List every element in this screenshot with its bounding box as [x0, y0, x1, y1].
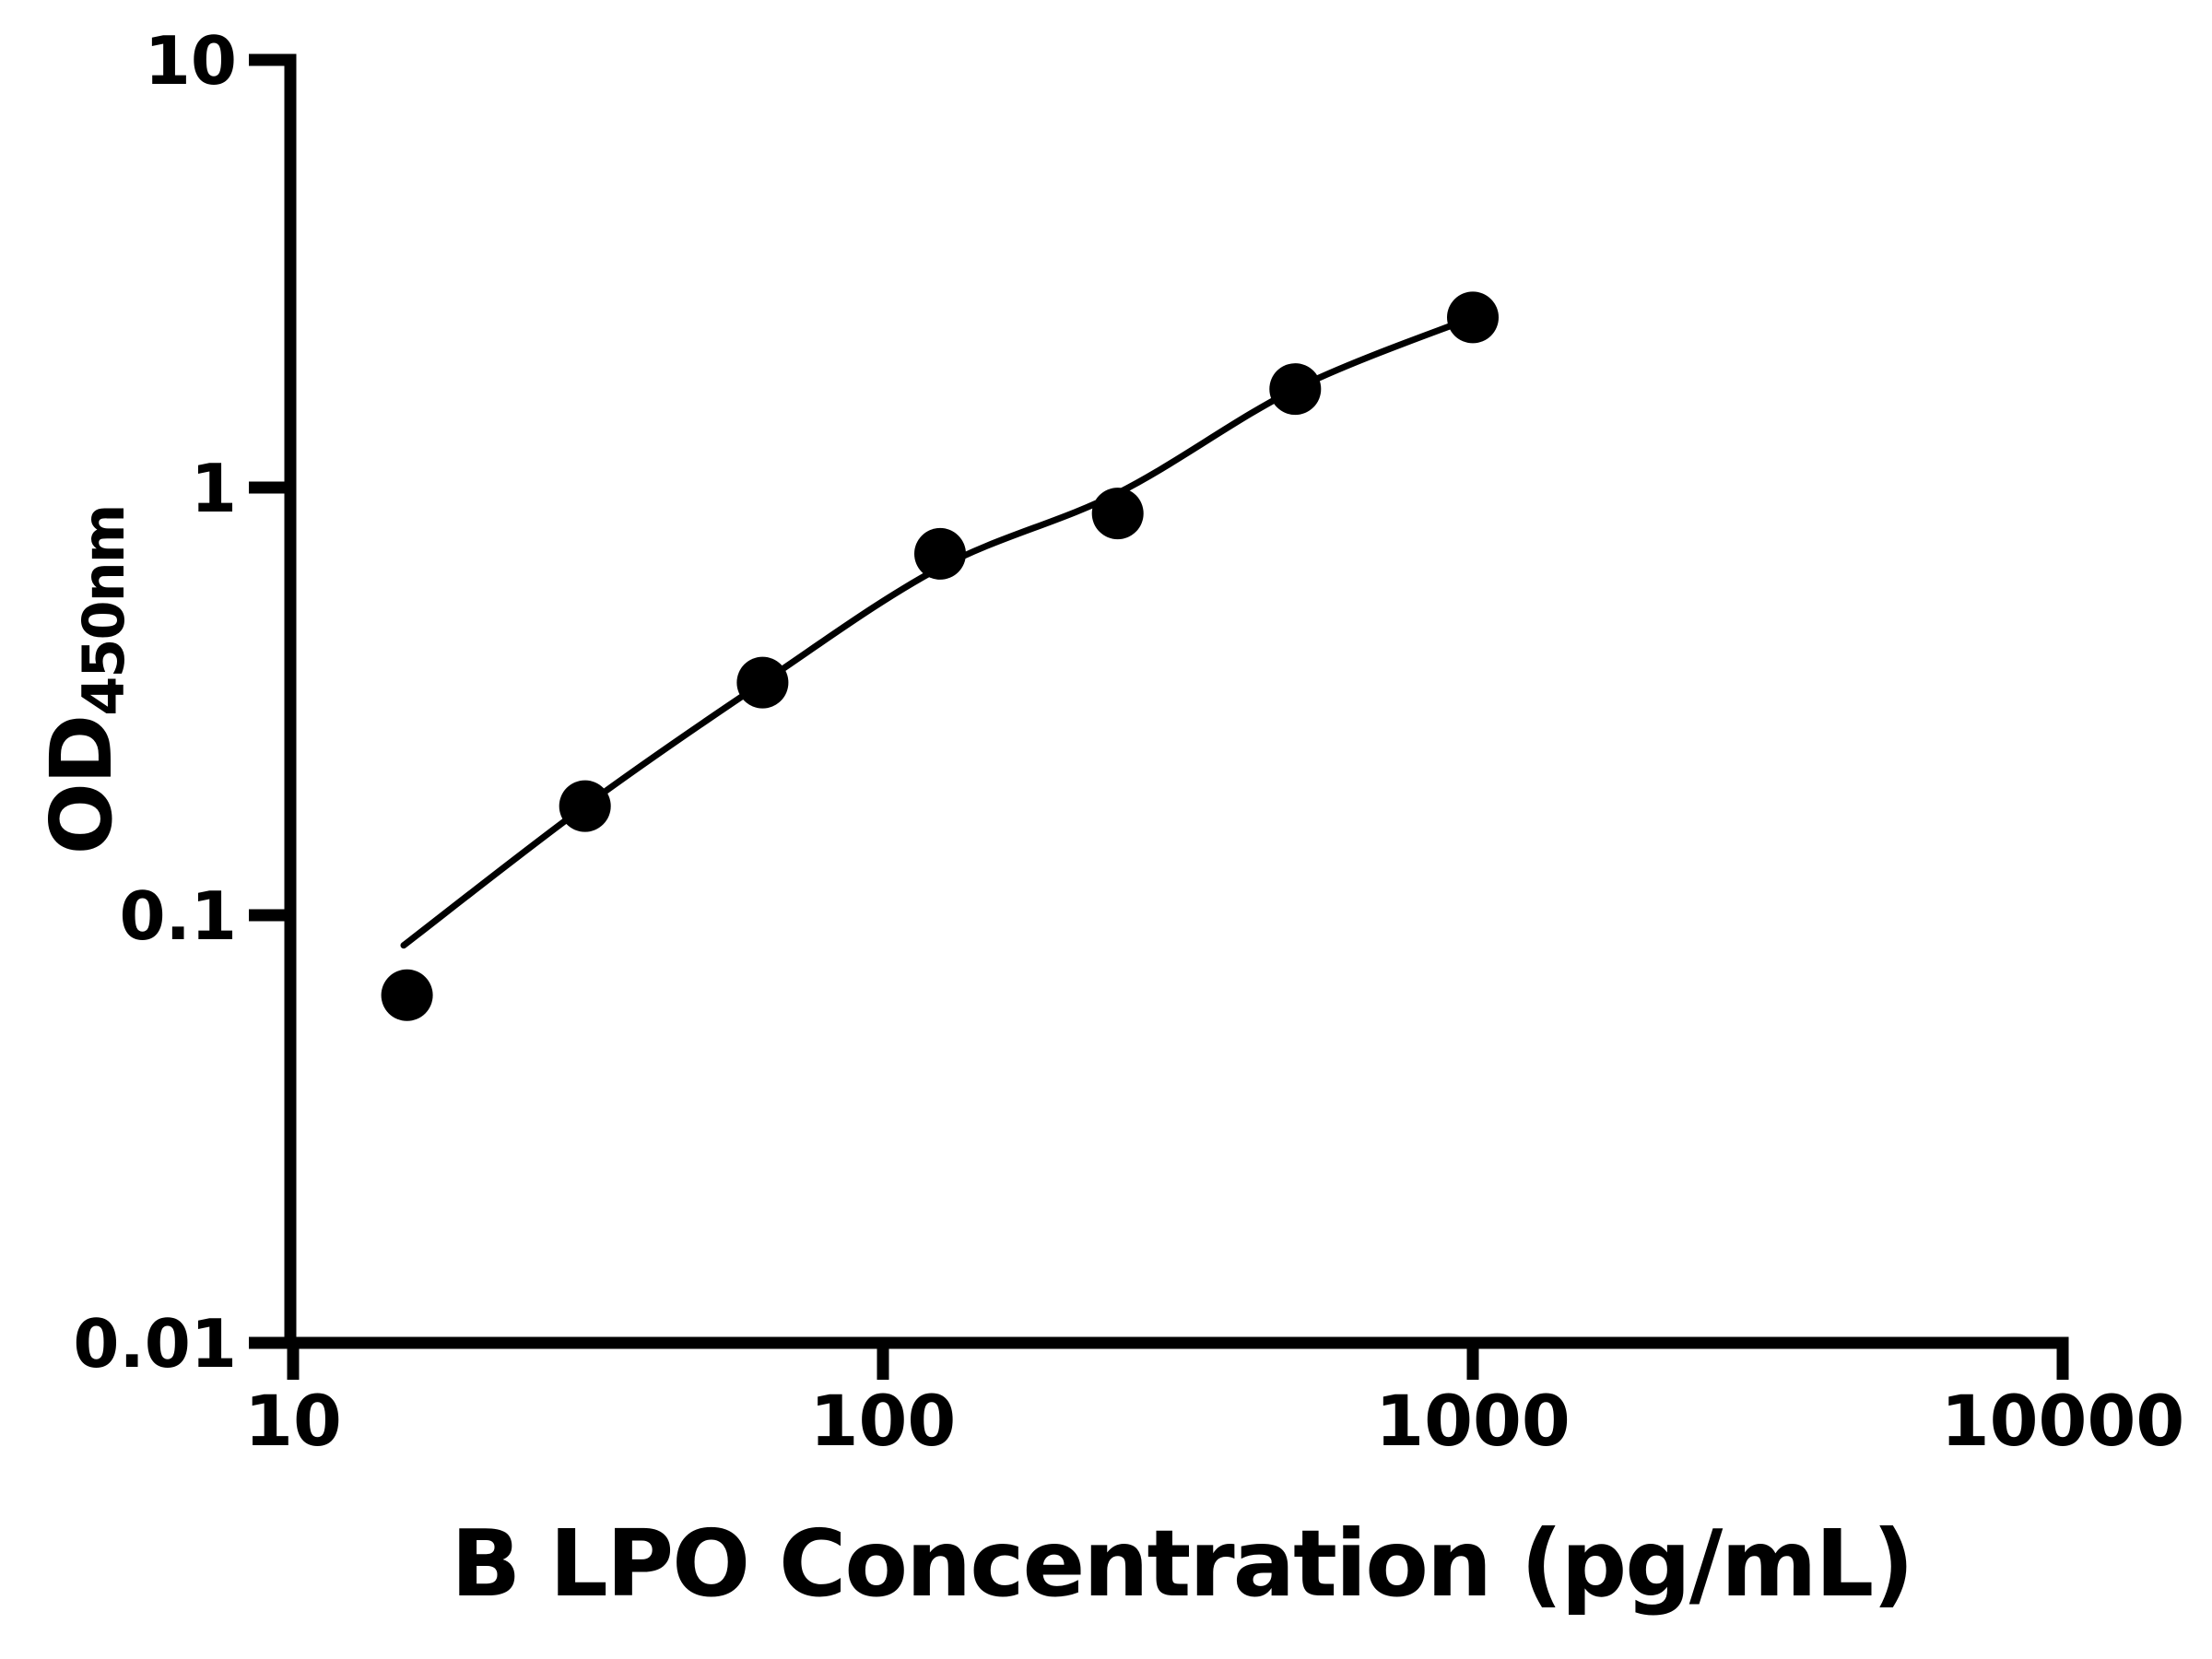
y-tick-label-10: 10 — [145, 22, 237, 100]
x-axis-title: B LPO Concentration (pg/mL) — [451, 1510, 1914, 1618]
axes — [249, 53, 2069, 1380]
data-point-500 — [1269, 363, 1322, 416]
x-axis-title-text: B LPO Concentration (pg/mL) — [451, 1510, 1914, 1618]
fit-curve-path — [400, 313, 1477, 949]
y-tick-label-0.01: 0.01 — [73, 1305, 237, 1382]
y-tick-label-1: 1 — [191, 450, 237, 527]
data-point-250 — [1091, 488, 1144, 540]
x-tick-label-10: 10 — [244, 1380, 342, 1462]
fit-curve — [400, 313, 1477, 949]
data-points — [381, 291, 1499, 1021]
data-point-31.25 — [559, 780, 611, 832]
data-point-125 — [914, 527, 966, 580]
y-axis-title: OD450nm — [32, 506, 137, 855]
data-point-62.5 — [736, 656, 789, 709]
y-axis-title-main: OD — [32, 715, 131, 855]
x-tick-label-10000: 10000 — [1941, 1380, 2184, 1462]
y-tick-label-0.1: 0.1 — [119, 877, 237, 955]
x-tick-label-100: 100 — [810, 1380, 957, 1462]
data-point-1000 — [1447, 291, 1499, 344]
data-point-15.6 — [381, 969, 433, 1021]
tick-labels: 0.01 0.1 1 10 10 100 1000 10000 — [73, 22, 2184, 1462]
x-tick-label-1000: 1000 — [1375, 1380, 1571, 1462]
y-axis-title-subscript: 450nm — [70, 505, 137, 716]
